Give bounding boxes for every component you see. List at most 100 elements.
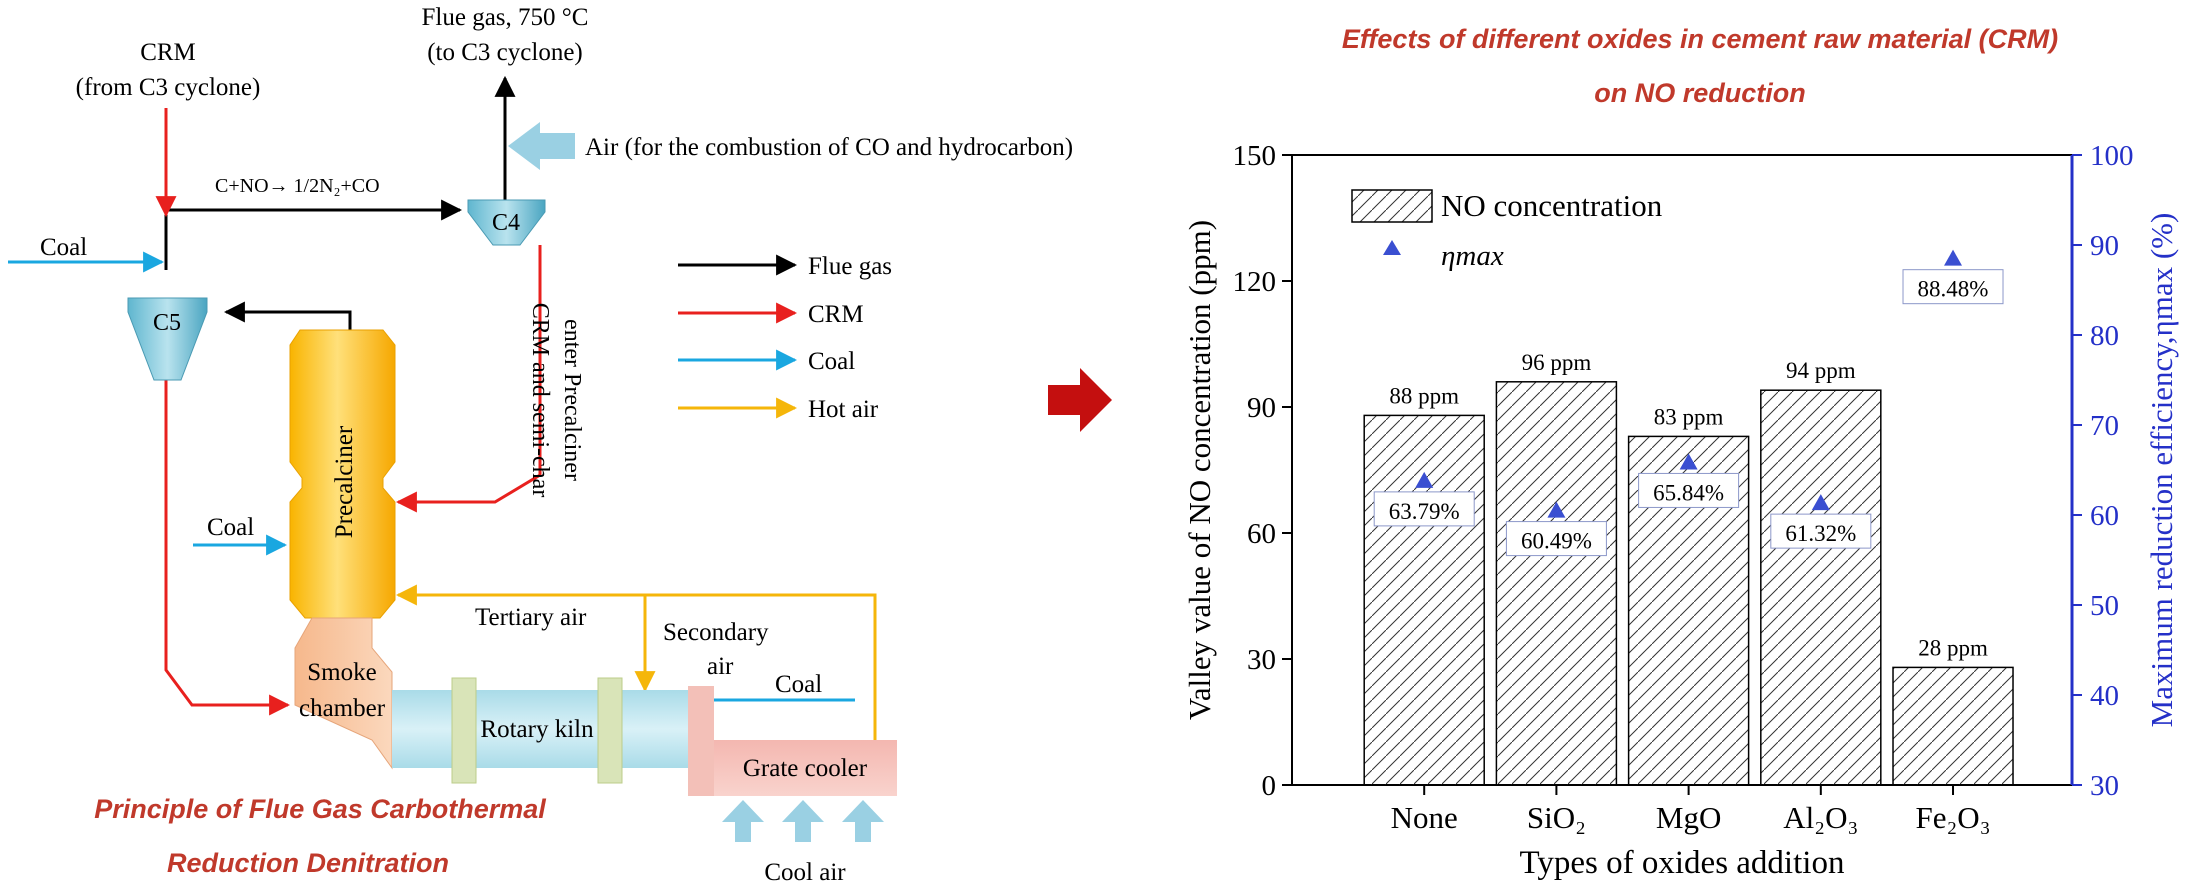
cyclone-c5-label: C5 [153,310,181,336]
diagram-title: Principle of Flue Gas Carbothermal [94,794,546,824]
smoke-chamber: Smoke chamber [294,617,393,770]
grate-cooler: Grate cooler [688,686,897,796]
cyclone-c5: C5 [127,297,208,381]
crm-semichar-label-2: enter Precalciner [559,319,585,481]
eta-marker [1547,501,1566,518]
coal-top-label: Coal [40,234,87,261]
legend-label-hot-air: Hot air [808,396,879,423]
x-tick-label: MgO [1656,800,1721,835]
left-axis-ticks: 0 30 60 90 120 150 [1233,140,1292,802]
right-tick-label: 30 [2090,770,2119,802]
diagram-title-2: Reduction Denitration [167,848,449,878]
eta-marker [1415,471,1434,488]
bar-value-label: 94 ppm [1786,358,1856,383]
rotary-kiln-label: Rotary kiln [480,716,594,743]
crm-semichar-label: CRM and semi-char [527,303,553,498]
air-inlet-arrow [508,122,575,170]
eta-marker [1811,494,1830,511]
eta-value-label: 88.48% [1918,277,1989,302]
legend-label-flue-gas: Flue gas [808,253,892,280]
chart: Effects of different oxides in cement ra… [1182,24,2179,881]
coal-right-label: Coal [775,671,822,698]
chart-legend: NO concentration ηmax [1351,188,1663,272]
rotary-kiln: Rotary kiln [392,677,692,784]
bar [1495,381,1618,786]
crm-top-label-2: (from C3 cyclone) [76,74,261,101]
legend-marker-eta-max [1383,240,1401,255]
smoke-chamber-label: Smoke [307,659,376,686]
air-label: Air (for the combustion of CO and hydroc… [585,134,1073,161]
legend-label-no-concentration: NO concentration [1441,188,1663,223]
smoke-chamber-label-2: chamber [299,695,386,722]
secondary-air-label: Secondary [663,619,769,646]
x-tick-label: Al₂O₃ [1783,800,1858,835]
precalciner-label: Precalciner [331,425,358,538]
eta-value-label: 60.49% [1521,529,1592,554]
x-tick-label: SiO₂ [1527,800,1586,835]
left-tick-label: 60 [1247,518,1276,550]
legend-label-coal: Coal [808,348,855,375]
flue-gas-label-2: (to C3 cyclone) [427,39,583,66]
right-tick-label: 40 [2090,680,2119,712]
tertiary-air-line [395,584,877,740]
crm-c4-to-precalciner [395,245,542,513]
legend-label-eta-max: ηmax [1441,240,1504,272]
eta-label-box [1902,269,2004,305]
eta-value-label: 65.84% [1653,480,1724,505]
cyclone-c4-label: C4 [492,210,520,236]
bar-value-label: 28 ppm [1918,635,1988,660]
grate-cooler-label: Grate cooler [743,755,868,782]
crm-top-label: CRM [140,39,196,66]
left-tick-label: 0 [1262,770,1277,802]
cyclone-c4: C4 [467,199,546,246]
eta-value-label: 63.79% [1389,499,1460,524]
eta-label-box [1770,513,1872,549]
cool-air-arrows [722,800,884,842]
eta-marker [1944,249,1963,266]
left-tick-label: 120 [1233,266,1277,298]
x-axis-ticks: None SiO₂ MgO Al₂O₃ Fe₂O₃ [1391,785,1991,835]
left-tick-label: 90 [1247,392,1276,424]
tertiary-air-label: Tertiary air [475,604,587,631]
bar-value-label: 88 ppm [1389,383,1459,408]
left-tick-label: 150 [1233,140,1277,172]
right-axis-ticks: 30 40 50 60 70 80 90 100 [2072,140,2134,802]
cool-air-label: Cool air [764,859,846,886]
bar [1363,414,1485,786]
eta-label-box [1638,472,1740,508]
bar [1892,666,2014,786]
bar [1760,389,1882,786]
coal-mid-label: Coal [207,514,254,541]
y-axis-label: Valley value of NO concentration (ppm) [1182,220,1217,720]
right-tick-label: 50 [2090,590,2119,622]
reaction-label: C+NO→ 1/2N₂+CO [215,175,380,197]
crm-c5-to-smoke-chamber [164,375,291,716]
flue-gas-label: Flue gas, 750 °C [422,4,589,31]
eta-value-label: 61.32% [1785,521,1856,546]
secondary-air-label-2: air [707,653,734,680]
legend-swatch-no-concentration [1351,189,1433,223]
right-tick-label: 70 [2090,410,2119,442]
x-tick-label: None [1391,800,1458,835]
legend-label-crm: CRM [808,301,864,328]
chart-title-2: on NO reduction [1594,78,1806,108]
diagram-legend: Flue gas CRM Coal Hot air [678,253,892,423]
eta-label-box [1505,521,1607,557]
bar-value-label: 96 ppm [1522,350,1592,375]
transition-arrow-icon [1048,368,1112,432]
process-diagram: CRM (from C3 cyclone) Flue gas, 750 °C (… [8,4,1073,886]
right-tick-label: 80 [2090,320,2119,352]
right-tick-label: 90 [2090,230,2119,262]
eta-marker [1679,453,1698,470]
precalciner: Precalciner [289,329,396,619]
c5-to-c4-flue-line [164,199,463,270]
bars: 88 ppm 63.79% 96 ppm 60.49% 83 ppm 65.84% 94 p… [1363,249,2014,786]
y-axis-right-label: Maximum reduction efficiency,ηmax (%) [2144,213,2179,728]
precalciner-to-c5-flue-line [223,301,352,330]
right-tick-label: 100 [2090,140,2134,172]
left-tick-label: 30 [1247,644,1276,676]
x-axis-label: Types of oxides addition [1520,845,1845,881]
right-tick-label: 60 [2090,500,2119,532]
x-tick-label: Fe₂O₃ [1916,800,1991,835]
bar-value-label: 83 ppm [1654,404,1724,429]
